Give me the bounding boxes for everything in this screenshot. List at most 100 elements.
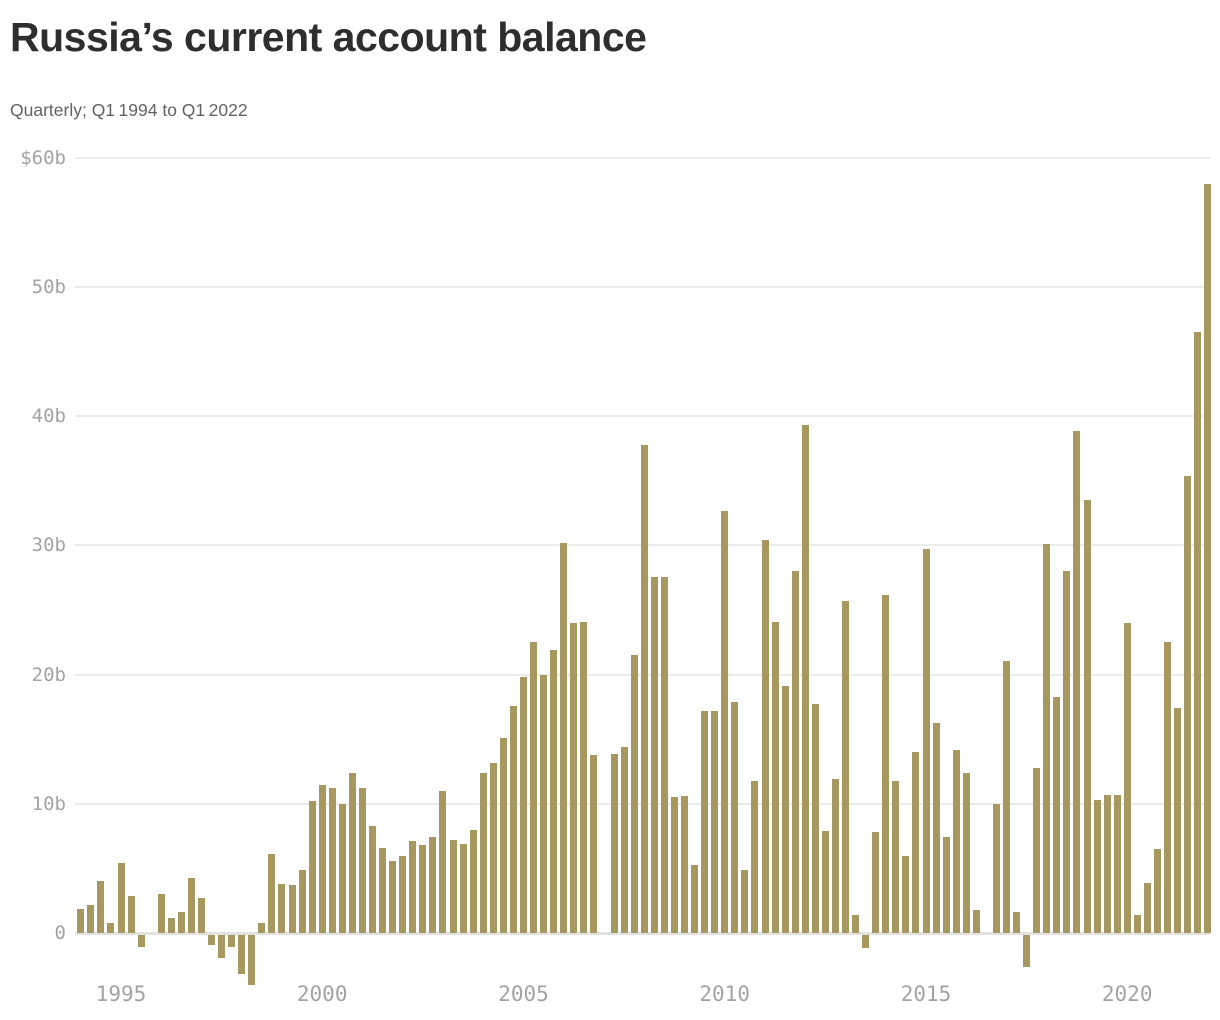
bar-quarter-45	[530, 642, 537, 933]
bar-quarter-94	[1023, 935, 1031, 968]
bar-quarter-70	[781, 686, 789, 933]
bar-quarter-77	[852, 914, 859, 933]
bar-quarter-32	[399, 855, 407, 933]
bar-quarter-111	[1194, 332, 1202, 933]
bar-quarter-26	[338, 803, 346, 933]
bar-quarter-66	[741, 869, 749, 933]
bar-quarter-30	[379, 847, 387, 933]
bar-quarter-112	[1204, 183, 1212, 933]
bar-quarter-59	[670, 797, 678, 933]
y-axis-tick-label: 0	[54, 922, 66, 944]
bar-quarter-81	[892, 780, 900, 933]
bar-quarter-15	[228, 935, 236, 947]
y-gridline	[75, 156, 1210, 159]
bar-quarter-23	[308, 801, 316, 933]
bar-quarter-101	[1093, 800, 1101, 933]
bar-quarter-37	[449, 840, 457, 933]
bar-quarter-82	[902, 855, 910, 933]
bar-quarter-44	[520, 677, 527, 933]
x-axis-tick-label: 2020	[1101, 982, 1153, 1006]
bar-quarter-56	[640, 444, 648, 933]
bar-quarter-51	[590, 754, 598, 933]
bar-quarter-106	[1143, 882, 1151, 933]
bar-quarter-79	[872, 832, 880, 933]
bar-quarter-31	[389, 860, 397, 933]
bar-quarter-57	[650, 576, 658, 933]
bar-quarter-73	[811, 704, 819, 933]
bar-quarter-46	[540, 674, 548, 933]
bar-quarter-75	[831, 779, 839, 933]
bar-quarter-22	[298, 869, 306, 933]
bar-quarter-11	[187, 877, 195, 933]
bar-quarter-50	[580, 621, 588, 933]
bar-quarter-100	[1083, 500, 1091, 933]
bar-quarter-5	[127, 895, 135, 933]
bar-quarter-19	[268, 854, 276, 933]
bar-quarter-18	[258, 922, 266, 933]
y-axis-tick-label: 50b	[31, 276, 66, 299]
bar-quarter-1	[87, 904, 95, 933]
bar-quarter-8	[157, 894, 165, 933]
bar-quarter-87	[952, 749, 960, 933]
x-axis-tick-label: 2005	[498, 982, 549, 1006]
bar-quarter-12	[197, 898, 205, 933]
y-gridline	[75, 286, 1210, 289]
bar-quarter-60	[681, 796, 688, 933]
bar-quarter-63	[711, 710, 719, 933]
bar-quarter-108	[1164, 642, 1171, 933]
bar-quarter-24	[318, 784, 326, 933]
bar-quarter-41	[489, 762, 497, 933]
bar-quarter-88	[962, 772, 970, 933]
bar-quarter-76	[842, 601, 849, 933]
bar-quarter-49	[570, 623, 578, 933]
bar-quarter-61	[691, 864, 698, 933]
bar-quarter-35	[429, 837, 437, 933]
bar-quarter-83	[912, 752, 920, 933]
bar-quarter-65	[731, 701, 739, 933]
bar-quarter-93	[1013, 912, 1020, 933]
bar-quarter-69	[771, 621, 779, 933]
chart-subtitle: Quarterly; Q1 1994 to Q1 2022	[10, 100, 248, 120]
bar-quarter-54	[620, 747, 628, 933]
y-gridline	[75, 415, 1210, 418]
bar-quarter-84	[922, 549, 930, 933]
bar-quarter-109	[1174, 708, 1181, 933]
bar-quarter-4	[117, 863, 125, 933]
bar-quarter-39	[469, 829, 477, 933]
bar-quarter-86	[942, 837, 950, 933]
bar-quarter-28	[358, 788, 366, 933]
bar-quarter-10	[177, 912, 185, 933]
x-axis-tick-label: 1995	[95, 982, 147, 1006]
bar-quarter-3	[107, 922, 115, 933]
bar-quarter-110	[1184, 475, 1192, 933]
y-axis-tick-label: 40b	[31, 405, 66, 428]
bar-quarter-29	[369, 825, 376, 933]
x-axis-zero-line	[75, 932, 1210, 935]
bar-quarter-105	[1133, 914, 1141, 933]
bar-quarter-78	[862, 935, 870, 948]
bar-quarter-16	[238, 935, 246, 974]
bar-quarter-27	[348, 772, 356, 933]
bar-quarter-92	[1003, 660, 1010, 933]
bar-quarter-40	[479, 772, 487, 933]
bar-quarter-47	[550, 650, 558, 933]
bar-quarter-43	[509, 705, 517, 933]
y-axis-tick-label: 10b	[31, 792, 66, 815]
bar-quarter-14	[218, 935, 226, 959]
bar-quarter-74	[821, 831, 829, 933]
bar-quarter-17	[248, 935, 256, 986]
chart-title: Russia’s current account balance	[10, 14, 647, 60]
bar-quarter-80	[882, 594, 890, 933]
bar-quarter-99	[1073, 430, 1081, 933]
bar-quarter-21	[288, 885, 296, 933]
y-axis-tick-label: 30b	[31, 534, 66, 557]
bar-quarter-62	[701, 710, 709, 933]
bar-quarter-48	[560, 542, 568, 933]
bar-quarter-96	[1043, 544, 1051, 933]
x-axis-tick-label: 2015	[900, 982, 952, 1006]
bar-quarter-34	[419, 845, 427, 933]
bar-quarter-95	[1033, 767, 1041, 933]
bar-quarter-42	[499, 738, 507, 933]
bar-quarter-72	[801, 425, 809, 933]
